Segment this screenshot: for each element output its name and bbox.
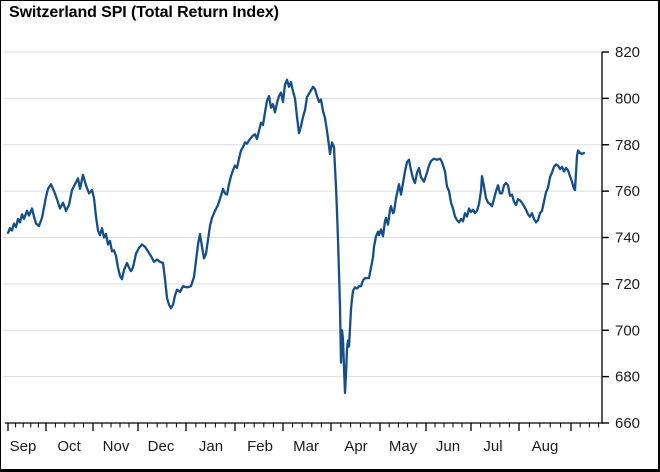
x-month-label-feb: Feb: [247, 438, 273, 455]
y-tick-label-760: 760: [615, 183, 640, 200]
y-tick-label-800: 800: [615, 90, 640, 107]
x-month-label-jul: Jul: [483, 438, 502, 455]
x-month-label-jun: Jun: [436, 438, 460, 455]
x-month-label-mar: Mar: [293, 438, 319, 455]
x-month-label-dec: Dec: [148, 438, 175, 455]
x-month-label-may: May: [389, 438, 418, 455]
y-tick-label-720: 720: [615, 276, 640, 293]
x-month-label-aug: Aug: [532, 438, 559, 455]
y-tick-label-780: 780: [615, 137, 640, 154]
y-tick-label-700: 700: [615, 322, 640, 339]
x-month-label-sep: Sep: [10, 438, 37, 455]
chart-title: Switzerland SPI (Total Return Index): [9, 4, 279, 21]
x-month-label-jan: Jan: [199, 438, 223, 455]
x-month-label-apr: Apr: [344, 438, 367, 455]
x-month-label-nov: Nov: [103, 438, 130, 455]
y-tick-label-680: 680: [615, 369, 640, 386]
y-tick-label-740: 740: [615, 230, 640, 247]
y-tick-label-660: 660: [615, 415, 640, 432]
price-line: [6, 78, 586, 395]
y-tick-label-820: 820: [615, 44, 640, 61]
x-month-label-oct: Oct: [57, 438, 81, 455]
